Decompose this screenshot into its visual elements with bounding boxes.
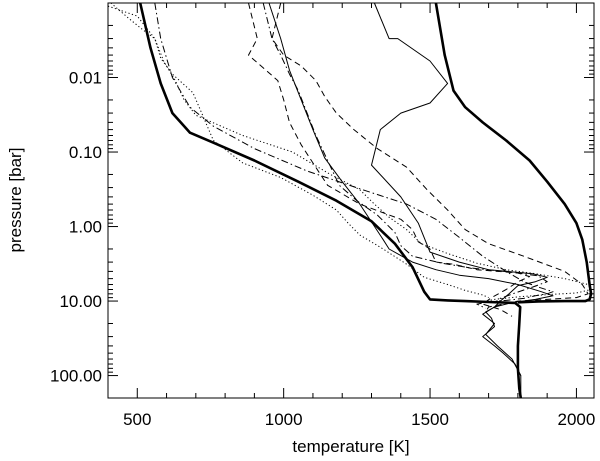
x-tick-label: 500 — [123, 410, 151, 429]
y-tick-label: 100.00 — [50, 367, 102, 386]
series-line-4 — [268, 2, 554, 395]
x-axis-title: temperature [K] — [292, 437, 409, 456]
x-tick-label: 2000 — [558, 410, 596, 429]
y-tick-label: 0.01 — [69, 69, 102, 88]
series-line-10 — [110, 2, 489, 299]
series-line-1 — [138, 2, 523, 399]
series-line-6 — [248, 2, 531, 317]
y-axis-title: pressure [bar] — [6, 148, 25, 253]
series-line-2 — [434, 2, 593, 304]
series-line-3 — [371, 2, 548, 376]
plot-frame — [107, 2, 595, 399]
y-tick-label: 0.10 — [69, 143, 102, 162]
series-line-9 — [107, 5, 592, 303]
x-tick-label: 1500 — [411, 410, 449, 429]
series-line-8 — [262, 2, 548, 304]
tick-layer: 500 1000 1500 2000 0.01 0.10 1.00 10.00 100.00 — [50, 2, 596, 429]
series-line-7 — [154, 2, 554, 309]
y-tick-label: 1.00 — [69, 218, 102, 237]
x-tick-label: 1000 — [265, 410, 303, 429]
series-line-5 — [271, 2, 589, 313]
y-tick-label: 10.00 — [59, 292, 102, 311]
series-layer — [107, 2, 593, 399]
